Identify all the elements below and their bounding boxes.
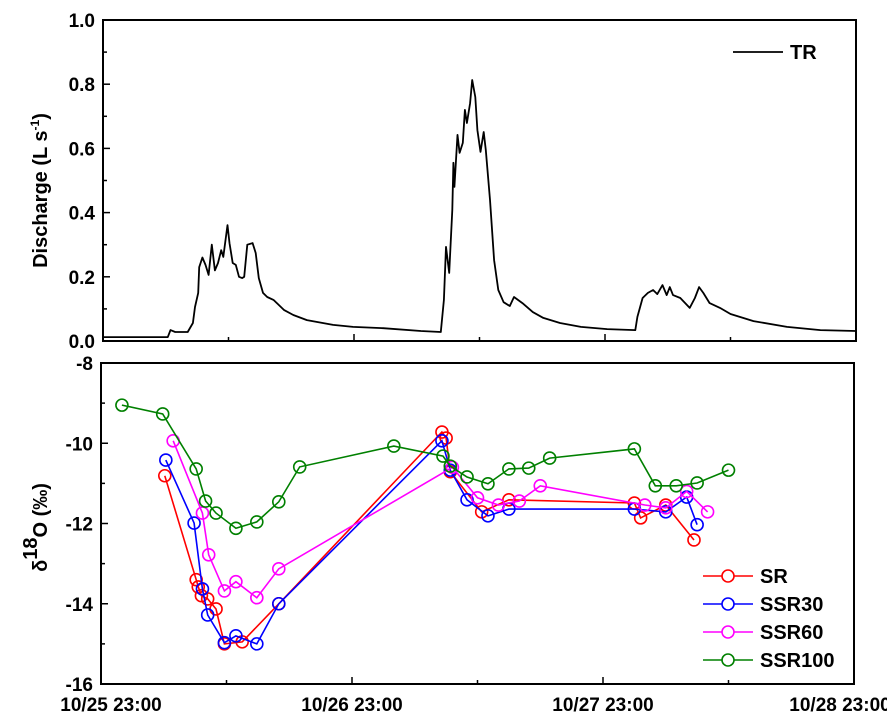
data-point-ssr60 [195,506,210,520]
y-axis-title-delta: δ [30,560,52,572]
y-tick-label: 0.2 [69,268,95,289]
data-point-ssr100 [189,462,203,476]
y-axis-title-close: ) [30,113,52,120]
data-point-ssr100 [669,478,684,493]
data-point-ssr60 [700,505,715,519]
data-point-ssr100 [460,470,474,484]
series-sr [157,425,701,651]
data-point-ssr100 [648,478,663,493]
data-point-ssr30 [229,629,243,643]
data-point-ssr30 [195,582,210,596]
series-ssr30 [159,434,704,651]
data-point-ssr100 [209,506,223,520]
y-tick-label: 0.4 [69,204,96,225]
data-point-ssr100 [115,398,129,412]
data-point-ssr100 [436,449,450,463]
y-axis-title: δ18O (‰) [20,483,52,572]
y-axis-title-main: Discharge (L s [30,130,52,267]
plot-frame [100,362,855,685]
data-point-ssr30 [200,608,215,622]
data-point-ssr30 [658,505,673,519]
y-tick-label: -12 [66,515,93,536]
data-point-ssr60 [217,584,232,598]
series-ssr100 [115,398,736,536]
y-tick-label: -14 [66,595,94,616]
data-point-ssr100 [155,407,170,421]
data-point-ssr60 [679,484,694,499]
data-point-ssr100 [443,459,458,473]
data-point-ssr60 [250,590,264,605]
x-tick-label: 10/26 23:00 [301,695,402,716]
data-point-ssr100 [198,494,213,508]
legend-label-ssr60: SSR60 [760,622,823,644]
y-tick-label: 0.0 [69,332,95,353]
data-point-ssr100 [250,515,264,529]
legend-marker-ssr100 [721,653,735,667]
data-point-sr [194,588,209,603]
series-line-sr [164,430,695,645]
data-point-sr [189,572,203,587]
x-tick-label: 10/25 23:00 [60,695,161,716]
y-tick-label: 0.8 [69,75,95,96]
x-tick-label: 10/28 23:00 [789,695,887,716]
data-point-sr [502,493,516,507]
data-point-ssr30 [435,434,449,448]
y-tick-label: 0.6 [69,139,95,160]
y-axis-title-sup: -1 [28,119,42,130]
legend-marker-ssr60 [721,625,735,639]
data-point-ssr60 [658,501,673,515]
data-point-ssr30 [690,517,704,532]
legend-label-ssr100: SSR100 [760,650,835,672]
y-axis-title: Discharge (L s-1) [28,113,52,268]
data-point-ssr100 [542,451,557,465]
data-point-ssr100 [521,461,536,475]
data-point-ssr60 [491,498,506,512]
data-point-ssr60 [512,494,527,508]
data-point-ssr60 [201,547,216,562]
data-point-ssr100 [721,463,736,477]
data-point-sr [633,511,648,525]
data-point-ssr100 [502,462,516,476]
data-point-ssr30 [271,596,286,611]
data-point-ssr60 [271,562,286,576]
y-tick-label: 1.0 [69,11,95,32]
y-tick-label: -8 [76,354,93,375]
data-point-ssr60 [470,491,485,505]
data-point-ssr60 [638,498,652,512]
data-point-ssr100 [229,521,243,536]
legend-label-ssr30: SSR30 [760,594,823,616]
legend-label-tr: TR [790,42,817,64]
data-point-ssr60 [229,574,243,589]
data-point-ssr30 [481,509,495,523]
legend-marker-sr [721,569,735,583]
data-point-sr [157,468,172,483]
y-tick-label: -10 [66,434,93,455]
data-point-ssr100 [481,476,495,491]
data-point-ssr30 [187,516,201,530]
data-point-ssr100 [271,495,286,509]
plot-frame [102,19,857,342]
y-tick-label: -16 [66,675,93,696]
y-axis-title-main: O (‰) [30,483,52,537]
data-point-ssr60 [533,478,548,493]
discharge-panel: 0.0 0.2 0.4 0.6 0.8 1.0 Discharge (L s-1) TR [28,11,857,353]
legend-label-sr: SR [760,566,788,588]
data-point-ssr30 [217,635,232,650]
isotope-panel: -16 -14 -12 -10 -8 10/25 23:00 10/26 23:00 10/2… [20,354,887,716]
data-point-ssr100 [387,439,401,453]
y-axis-title-sup: 18 [20,538,42,560]
data-point-ssr30 [460,493,474,507]
data-point-sr [687,533,701,547]
data-point-ssr100 [690,476,704,490]
series-line-tr [103,79,857,339]
x-tick-label: 10/27 23:00 [552,695,653,716]
data-point-ssr30 [250,637,264,651]
data-point-ssr100 [627,442,642,456]
data-point-ssr100 [292,460,307,474]
data-point-ssr30 [159,453,173,467]
legend-marker-ssr30 [721,597,735,611]
series-line-ssr30 [165,439,698,645]
